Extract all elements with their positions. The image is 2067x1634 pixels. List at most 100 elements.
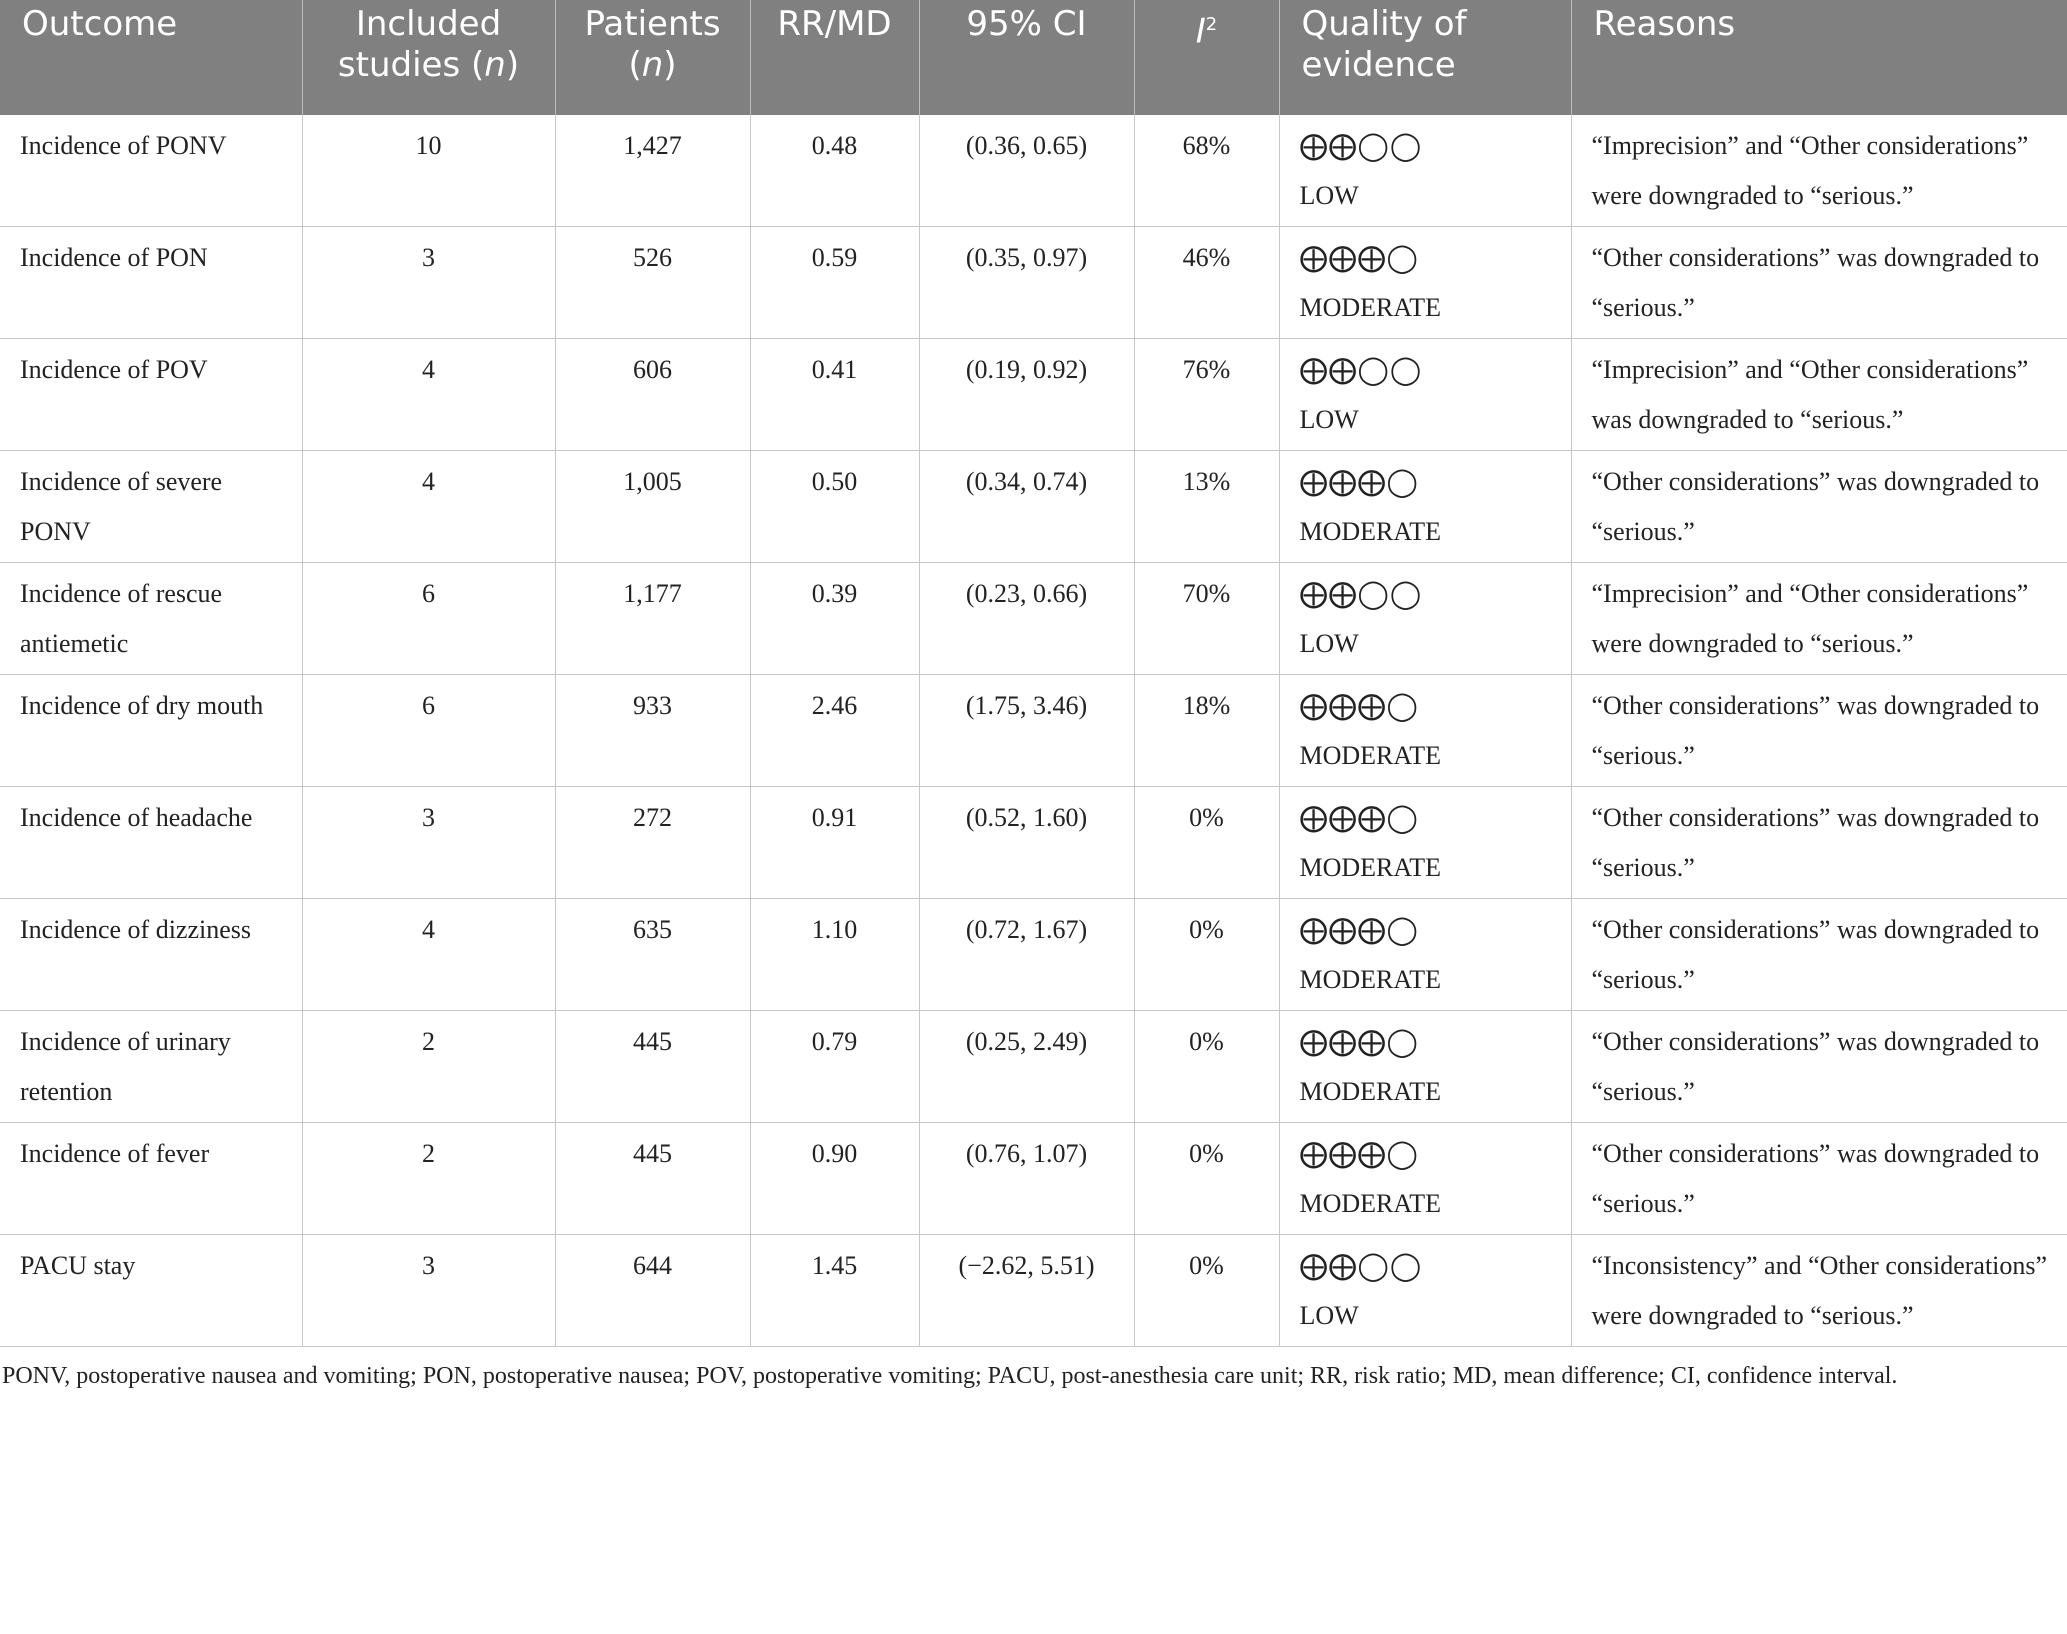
- table-row: Incidence of fever 2 445 0.90 (0.76, 1.07) 0%…: [0, 1122, 2067, 1235]
- header-cell: Included studies (n): [301, 0, 555, 115]
- reasons-cell: “Imprecision” and “Other considerations”…: [1570, 338, 2067, 451]
- header-cell: Patients (n): [554, 0, 750, 115]
- reasons-cell: “Imprecision” and “Other considerations”…: [1570, 562, 2067, 675]
- quality-cell: ⨁⨁⨁◯ MODERATE: [1278, 786, 1571, 899]
- header-text: RR/MD: [777, 4, 892, 44]
- quality-symbols: ⨁⨁⨁◯: [1299, 241, 1419, 274]
- value-cell: 526: [554, 226, 750, 339]
- header-cell: I2: [1133, 0, 1279, 115]
- value-cell: 1,177: [554, 562, 750, 675]
- outcome-cell: Incidence of urinary retention: [0, 1010, 302, 1123]
- table-row: Incidence of POV 4 606 0.41 (0.19, 0.92) 76% ⨁…: [0, 338, 2067, 451]
- value-cell: 76%: [1133, 338, 1279, 451]
- reasons-cell: “Other considerations” was downgraded to…: [1570, 1122, 2067, 1235]
- value-cell: (0.72, 1.67): [918, 898, 1134, 1011]
- value-cell: 0%: [1133, 1234, 1279, 1347]
- quality-cell: ⨁⨁⨁◯ MODERATE: [1278, 898, 1571, 1011]
- header-text: Patients (: [584, 4, 721, 85]
- value-cell: 6: [301, 674, 555, 787]
- value-cell: 4: [301, 450, 555, 563]
- quality-symbols: ⨁⨁◯◯: [1299, 1249, 1423, 1282]
- outcome-cell: Incidence of rescue antiemetic: [0, 562, 302, 675]
- value-cell: 10: [301, 115, 555, 227]
- value-cell: 0.59: [749, 226, 919, 339]
- value-cell: (0.25, 2.49): [918, 1010, 1134, 1123]
- value-cell: (0.19, 0.92): [918, 338, 1134, 451]
- outcome-cell: Incidence of fever: [0, 1122, 302, 1235]
- header-row: Outcome Included studies (n) Patients (n) R…: [0, 0, 2067, 115]
- value-cell: 2: [301, 1010, 555, 1123]
- table-row: PACU stay 3 644 1.45 (−2.62, 5.51) 0% ⨁⨁◯◯ LOW “…: [0, 1234, 2067, 1347]
- table-row: Incidence of headache 3 272 0.91 (0.52, 1.60…: [0, 786, 2067, 899]
- table-row: Incidence of urinary retention 2 445 0.79 (0…: [0, 1010, 2067, 1123]
- outcome-cell: Incidence of PONV: [0, 115, 302, 227]
- value-cell: (0.23, 0.66): [918, 562, 1134, 675]
- value-cell: (0.34, 0.74): [918, 450, 1134, 563]
- quality-level: MODERATE: [1299, 1189, 1442, 1218]
- value-cell: (0.76, 1.07): [918, 1122, 1134, 1235]
- quality-cell: ⨁⨁⨁◯ MODERATE: [1278, 1122, 1571, 1235]
- header-italic: n: [641, 45, 664, 85]
- header-cell: RR/MD: [749, 0, 919, 115]
- value-cell: 3: [301, 226, 555, 339]
- header-cell: Reasons: [1570, 0, 2067, 115]
- table-row: Incidence of PONV 10 1,427 0.48 (0.36, 0.65)…: [0, 115, 2067, 227]
- value-cell: 70%: [1133, 562, 1279, 675]
- value-cell: 46%: [1133, 226, 1279, 339]
- quality-cell: ⨁⨁◯◯ LOW: [1278, 115, 1571, 227]
- header-text: ): [505, 45, 520, 85]
- table-row: Incidence of severe PONV 4 1,005 0.50 (0.34,…: [0, 450, 2067, 563]
- value-cell: 0.50: [749, 450, 919, 563]
- value-cell: 3: [301, 1234, 555, 1347]
- outcome-cell: Incidence of dizziness: [0, 898, 302, 1011]
- quality-symbols: ⨁⨁⨁◯: [1299, 689, 1419, 722]
- quality-level: MODERATE: [1299, 965, 1442, 994]
- value-cell: (0.36, 0.65): [918, 115, 1134, 227]
- quality-level: MODERATE: [1299, 517, 1442, 546]
- value-cell: 0.48: [749, 115, 919, 227]
- outcome-cell: Incidence of PON: [0, 226, 302, 339]
- header-superscript: 2: [1205, 14, 1218, 35]
- reasons-cell: “Other considerations” was downgraded to…: [1570, 786, 2067, 899]
- quality-cell: ⨁⨁⨁◯ MODERATE: [1278, 674, 1571, 787]
- header-text: 95% CI: [966, 4, 1087, 44]
- value-cell: 68%: [1133, 115, 1279, 227]
- value-cell: 0%: [1133, 786, 1279, 899]
- quality-symbols: ⨁⨁⨁◯: [1299, 465, 1419, 498]
- value-cell: 2: [301, 1122, 555, 1235]
- value-cell: 272: [554, 786, 750, 899]
- quality-symbols: ⨁⨁◯◯: [1299, 129, 1423, 162]
- quality-symbols: ⨁⨁⨁◯: [1299, 1025, 1419, 1058]
- reasons-cell: “Other considerations” was downgraded to…: [1570, 898, 2067, 1011]
- quality-symbols: ⨁⨁⨁◯: [1299, 913, 1419, 946]
- quality-cell: ⨁⨁⨁◯ MODERATE: [1278, 1010, 1571, 1123]
- value-cell: 0.79: [749, 1010, 919, 1123]
- value-cell: 18%: [1133, 674, 1279, 787]
- quality-cell: ⨁⨁⨁◯ MODERATE: [1278, 450, 1571, 563]
- quality-level: LOW: [1299, 181, 1359, 210]
- value-cell: 6: [301, 562, 555, 675]
- header-text: Included studies (: [337, 4, 502, 85]
- value-cell: 635: [554, 898, 750, 1011]
- value-cell: 0%: [1133, 898, 1279, 1011]
- table-row: Incidence of PON 3 526 0.59 (0.35, 0.97) 46% ⨁…: [0, 226, 2067, 339]
- quality-level: LOW: [1299, 629, 1359, 658]
- reasons-cell: “Imprecision” and “Other considerations”…: [1570, 115, 2067, 227]
- value-cell: (−2.62, 5.51): [918, 1234, 1134, 1347]
- quality-level: MODERATE: [1299, 293, 1442, 322]
- outcome-cell: PACU stay: [0, 1234, 302, 1347]
- quality-cell: ⨁⨁◯◯ LOW: [1278, 1234, 1571, 1347]
- value-cell: (1.75, 3.46): [918, 674, 1134, 787]
- value-cell: 1,005: [554, 450, 750, 563]
- reasons-cell: “Other considerations” was downgraded to…: [1570, 674, 2067, 787]
- value-cell: 3: [301, 786, 555, 899]
- value-cell: 0.39: [749, 562, 919, 675]
- value-cell: (0.35, 0.97): [918, 226, 1134, 339]
- value-cell: 1,427: [554, 115, 750, 227]
- evidence-table: Outcome Included studies (n) Patients (n) R…: [0, 0, 2067, 1347]
- quality-symbols: ⨁⨁⨁◯: [1299, 1137, 1419, 1170]
- value-cell: 1.10: [749, 898, 919, 1011]
- quality-cell: ⨁⨁◯◯ LOW: [1278, 338, 1571, 451]
- table-body: Incidence of PONV 10 1,427 0.48 (0.36, 0.65)…: [0, 115, 2067, 1347]
- value-cell: 606: [554, 338, 750, 451]
